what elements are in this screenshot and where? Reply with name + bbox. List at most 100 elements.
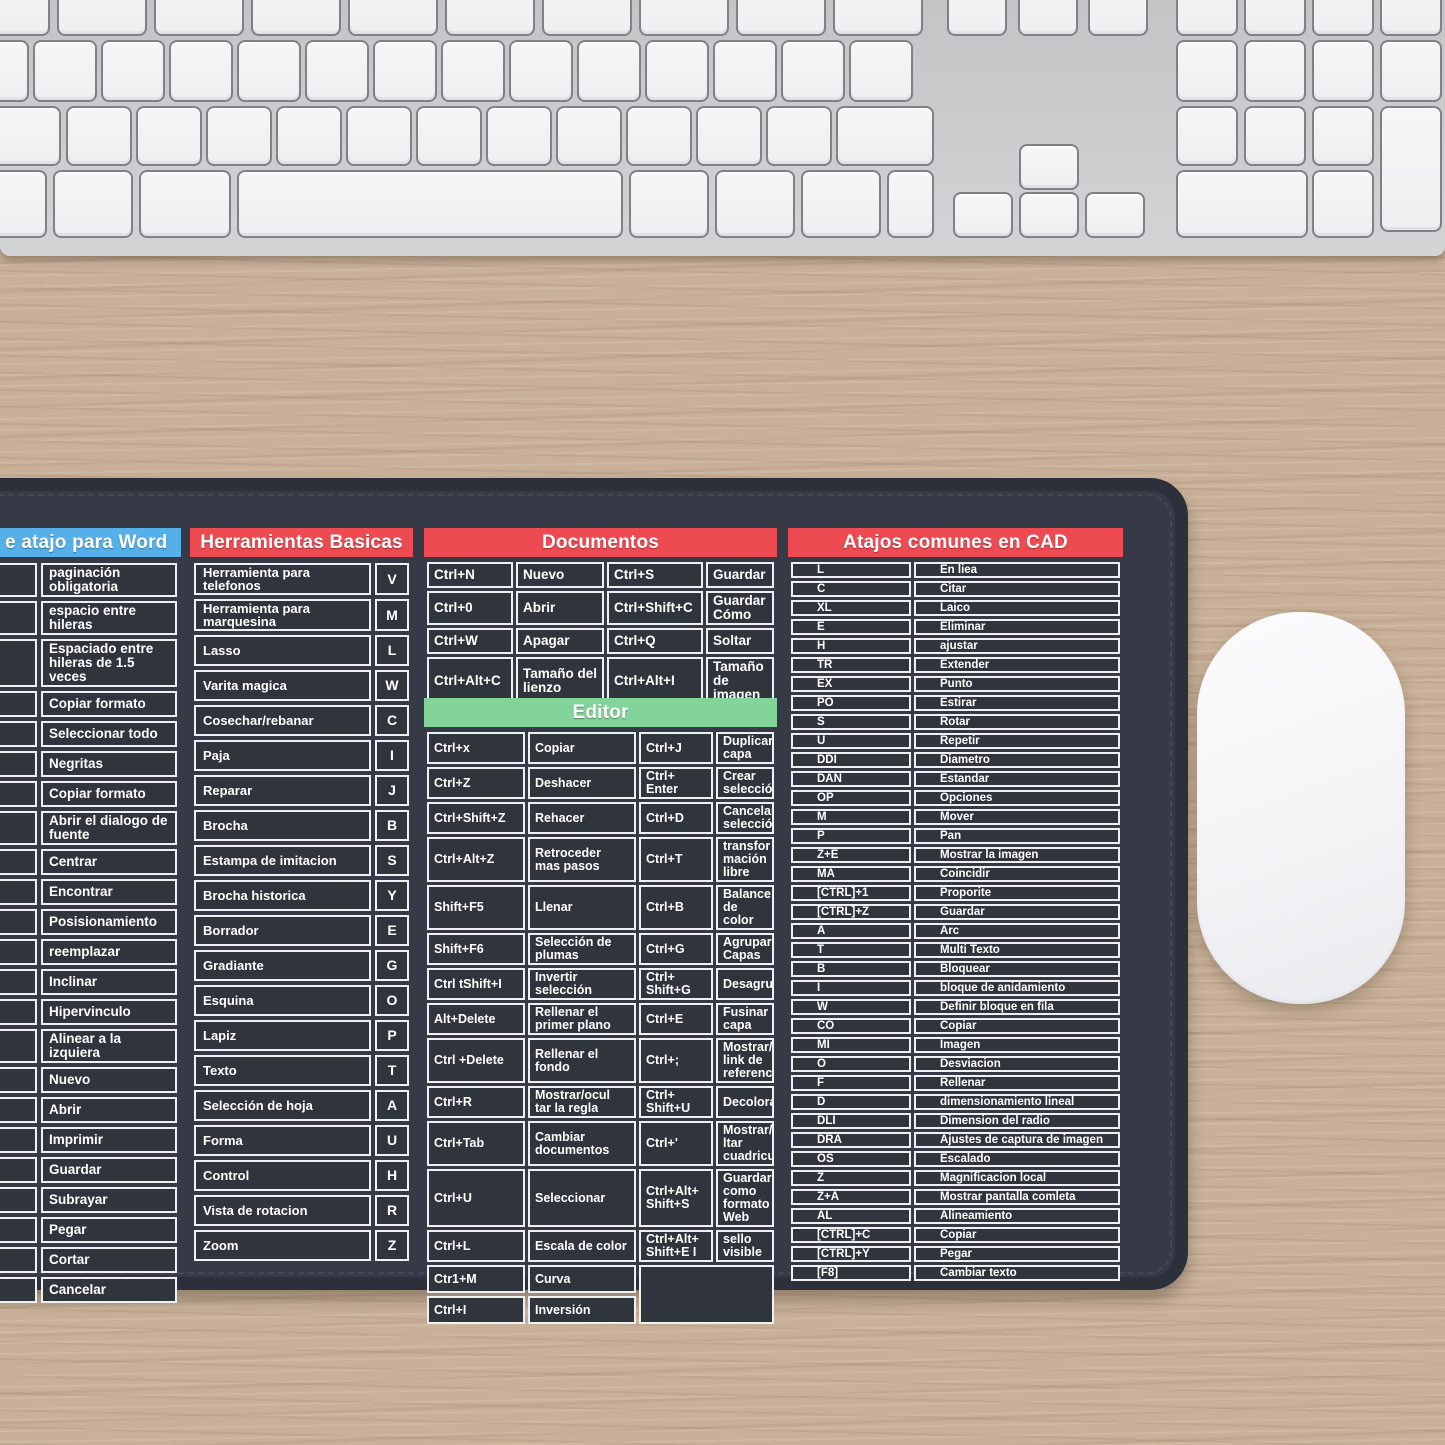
key-cell: Ctrl+R — [427, 1086, 525, 1118]
keyboard-key — [33, 40, 97, 102]
key-cell: Ctrl+Q — [607, 628, 703, 654]
label-cell: Abrir el dialogo de fuente — [41, 811, 177, 845]
keyboard-key — [542, 0, 632, 36]
table-row: Centrar — [0, 849, 177, 875]
keyboard-key — [1380, 40, 1442, 102]
table-row: Z Magnificacion local — [791, 1170, 1120, 1186]
key-cell — [0, 1247, 37, 1273]
label-cell: Rellenar — [914, 1075, 1120, 1091]
label-cell: Alineamiento — [914, 1208, 1120, 1224]
key-cell — [0, 1277, 37, 1303]
key-cell — [0, 969, 37, 995]
key-cell: EX — [791, 676, 911, 692]
table-row: U Repetir — [791, 733, 1120, 749]
key-cell: Ctrl+Alt+ Shift+E I — [639, 1230, 713, 1262]
section-documents: Documentos Ctrl+N Nuevo Ctrl+S Guardar Ctrl+… — [424, 528, 777, 708]
label-cell: Inclinar — [41, 969, 177, 995]
keyboard-key — [1176, 0, 1238, 36]
label-cell: dimensionamiento lineal — [914, 1094, 1120, 1110]
label-cell: Zoom — [194, 1230, 371, 1261]
label-cell: Negritas — [41, 751, 177, 777]
key-cell: DRA — [791, 1132, 911, 1148]
keyboard-key — [696, 106, 762, 166]
label-cell: Imprimir — [41, 1127, 177, 1153]
keyboard-key — [1380, 0, 1442, 36]
label-cell: Lapiz — [194, 1020, 371, 1051]
label-cell: Decolorar — [716, 1086, 774, 1118]
section-word-header: e atajo para Word — [0, 528, 181, 557]
label-cell: Rellenar el fondo — [528, 1038, 636, 1083]
label-cell: bloque de anidamiento — [914, 980, 1120, 996]
label-cell: Arc — [914, 923, 1120, 939]
key-cell: Ctrl+N — [427, 562, 513, 588]
label-cell: Forma — [194, 1125, 371, 1156]
key-cell — [0, 781, 37, 807]
table-row: Gradiante G — [194, 950, 409, 981]
key-cell: E — [791, 619, 911, 635]
key-cell: M — [791, 809, 911, 825]
keyboard-key — [53, 170, 133, 238]
keyboard-key — [887, 170, 934, 238]
key-cell: Ctrl+U — [427, 1169, 525, 1227]
label-cell: ajustar — [914, 638, 1120, 654]
label-cell: Retroceder mas pasos — [528, 837, 636, 882]
label-cell: Reparar — [194, 775, 371, 806]
table-row: Ctr1+M Curva — [427, 1265, 774, 1324]
table-row: EX Punto — [791, 676, 1120, 692]
key-cell: T — [791, 942, 911, 958]
label-cell: Rehacer — [528, 802, 636, 834]
keyboard-key — [1085, 192, 1145, 238]
key-cell — [0, 601, 37, 635]
keyboard-key — [136, 106, 202, 166]
keyboard-key — [556, 106, 622, 166]
table-row: Control H — [194, 1160, 409, 1191]
label-cell: Herramienta para marquesina — [194, 599, 371, 631]
key-cell: MI — [791, 1037, 911, 1053]
label-cell: Ajustes de captura de imagen — [914, 1132, 1120, 1148]
table-row: Shift+F5 Llenar Ctrl+B Balance de color — [427, 885, 774, 930]
table-row: PO Estirar — [791, 695, 1120, 711]
basic-tools-table: Herramienta para telefonos V Herramienta p… — [190, 559, 413, 1265]
table-row: Ctrl+L Escala de color Ctrl+Alt+ Shift+E I… — [427, 1230, 774, 1262]
key-cell: Ctrl+S — [607, 562, 703, 588]
table-row: Varita magica W — [194, 670, 409, 701]
key-cell — [0, 999, 37, 1025]
keyboard — [0, 0, 1445, 256]
label-cell: Paja — [194, 740, 371, 771]
keyboard-key — [206, 106, 272, 166]
label-cell: Balance de color — [716, 885, 774, 930]
label-cell: Espaciado entre hileras de 1.5 veces — [41, 639, 177, 687]
table-row: Inclinar — [0, 969, 177, 995]
key-cell: Ctrl+T — [639, 837, 713, 882]
keyboard-key — [169, 40, 233, 102]
key-cell: Z — [375, 1230, 409, 1261]
label-cell: Seleccionar todo — [41, 721, 177, 747]
label-cell: Centrar — [41, 849, 177, 875]
keyboard-key — [736, 0, 826, 36]
key-cell: DLI — [791, 1113, 911, 1129]
key-cell: Ctrl+; — [639, 1038, 713, 1083]
key-cell: M — [375, 599, 409, 631]
key-cell: Ctrl+W — [427, 628, 513, 654]
editor-table: Ctrl+x Copiar Ctrl+J Duplicar capa Ctrl+Z Des… — [424, 729, 777, 1327]
table-row: reemplazar — [0, 939, 177, 965]
table-row: Estampa de imitacion S — [194, 845, 409, 876]
label-cell: Citar — [914, 581, 1120, 597]
label-cell: Guardar — [706, 562, 774, 588]
label-cell: Escalado — [914, 1151, 1120, 1167]
key-cell: U — [791, 733, 911, 749]
key-cell: Ctrl+D — [639, 802, 713, 834]
label-cell: Brocha historica — [194, 880, 371, 911]
keyboard-key — [237, 170, 623, 238]
table-row: Ctrl +Delete Rellenar el fondo Ctrl+; Mostr… — [427, 1038, 774, 1083]
table-row: Guardar — [0, 1157, 177, 1183]
key-cell: Ctrl+B — [639, 885, 713, 930]
keyboard-key — [1312, 40, 1374, 102]
label-cell: Pegar — [914, 1246, 1120, 1262]
table-row: Borrador E — [194, 915, 409, 946]
word-shortcuts-table: paginación obligatoria espacio entre hile… — [0, 559, 181, 1307]
